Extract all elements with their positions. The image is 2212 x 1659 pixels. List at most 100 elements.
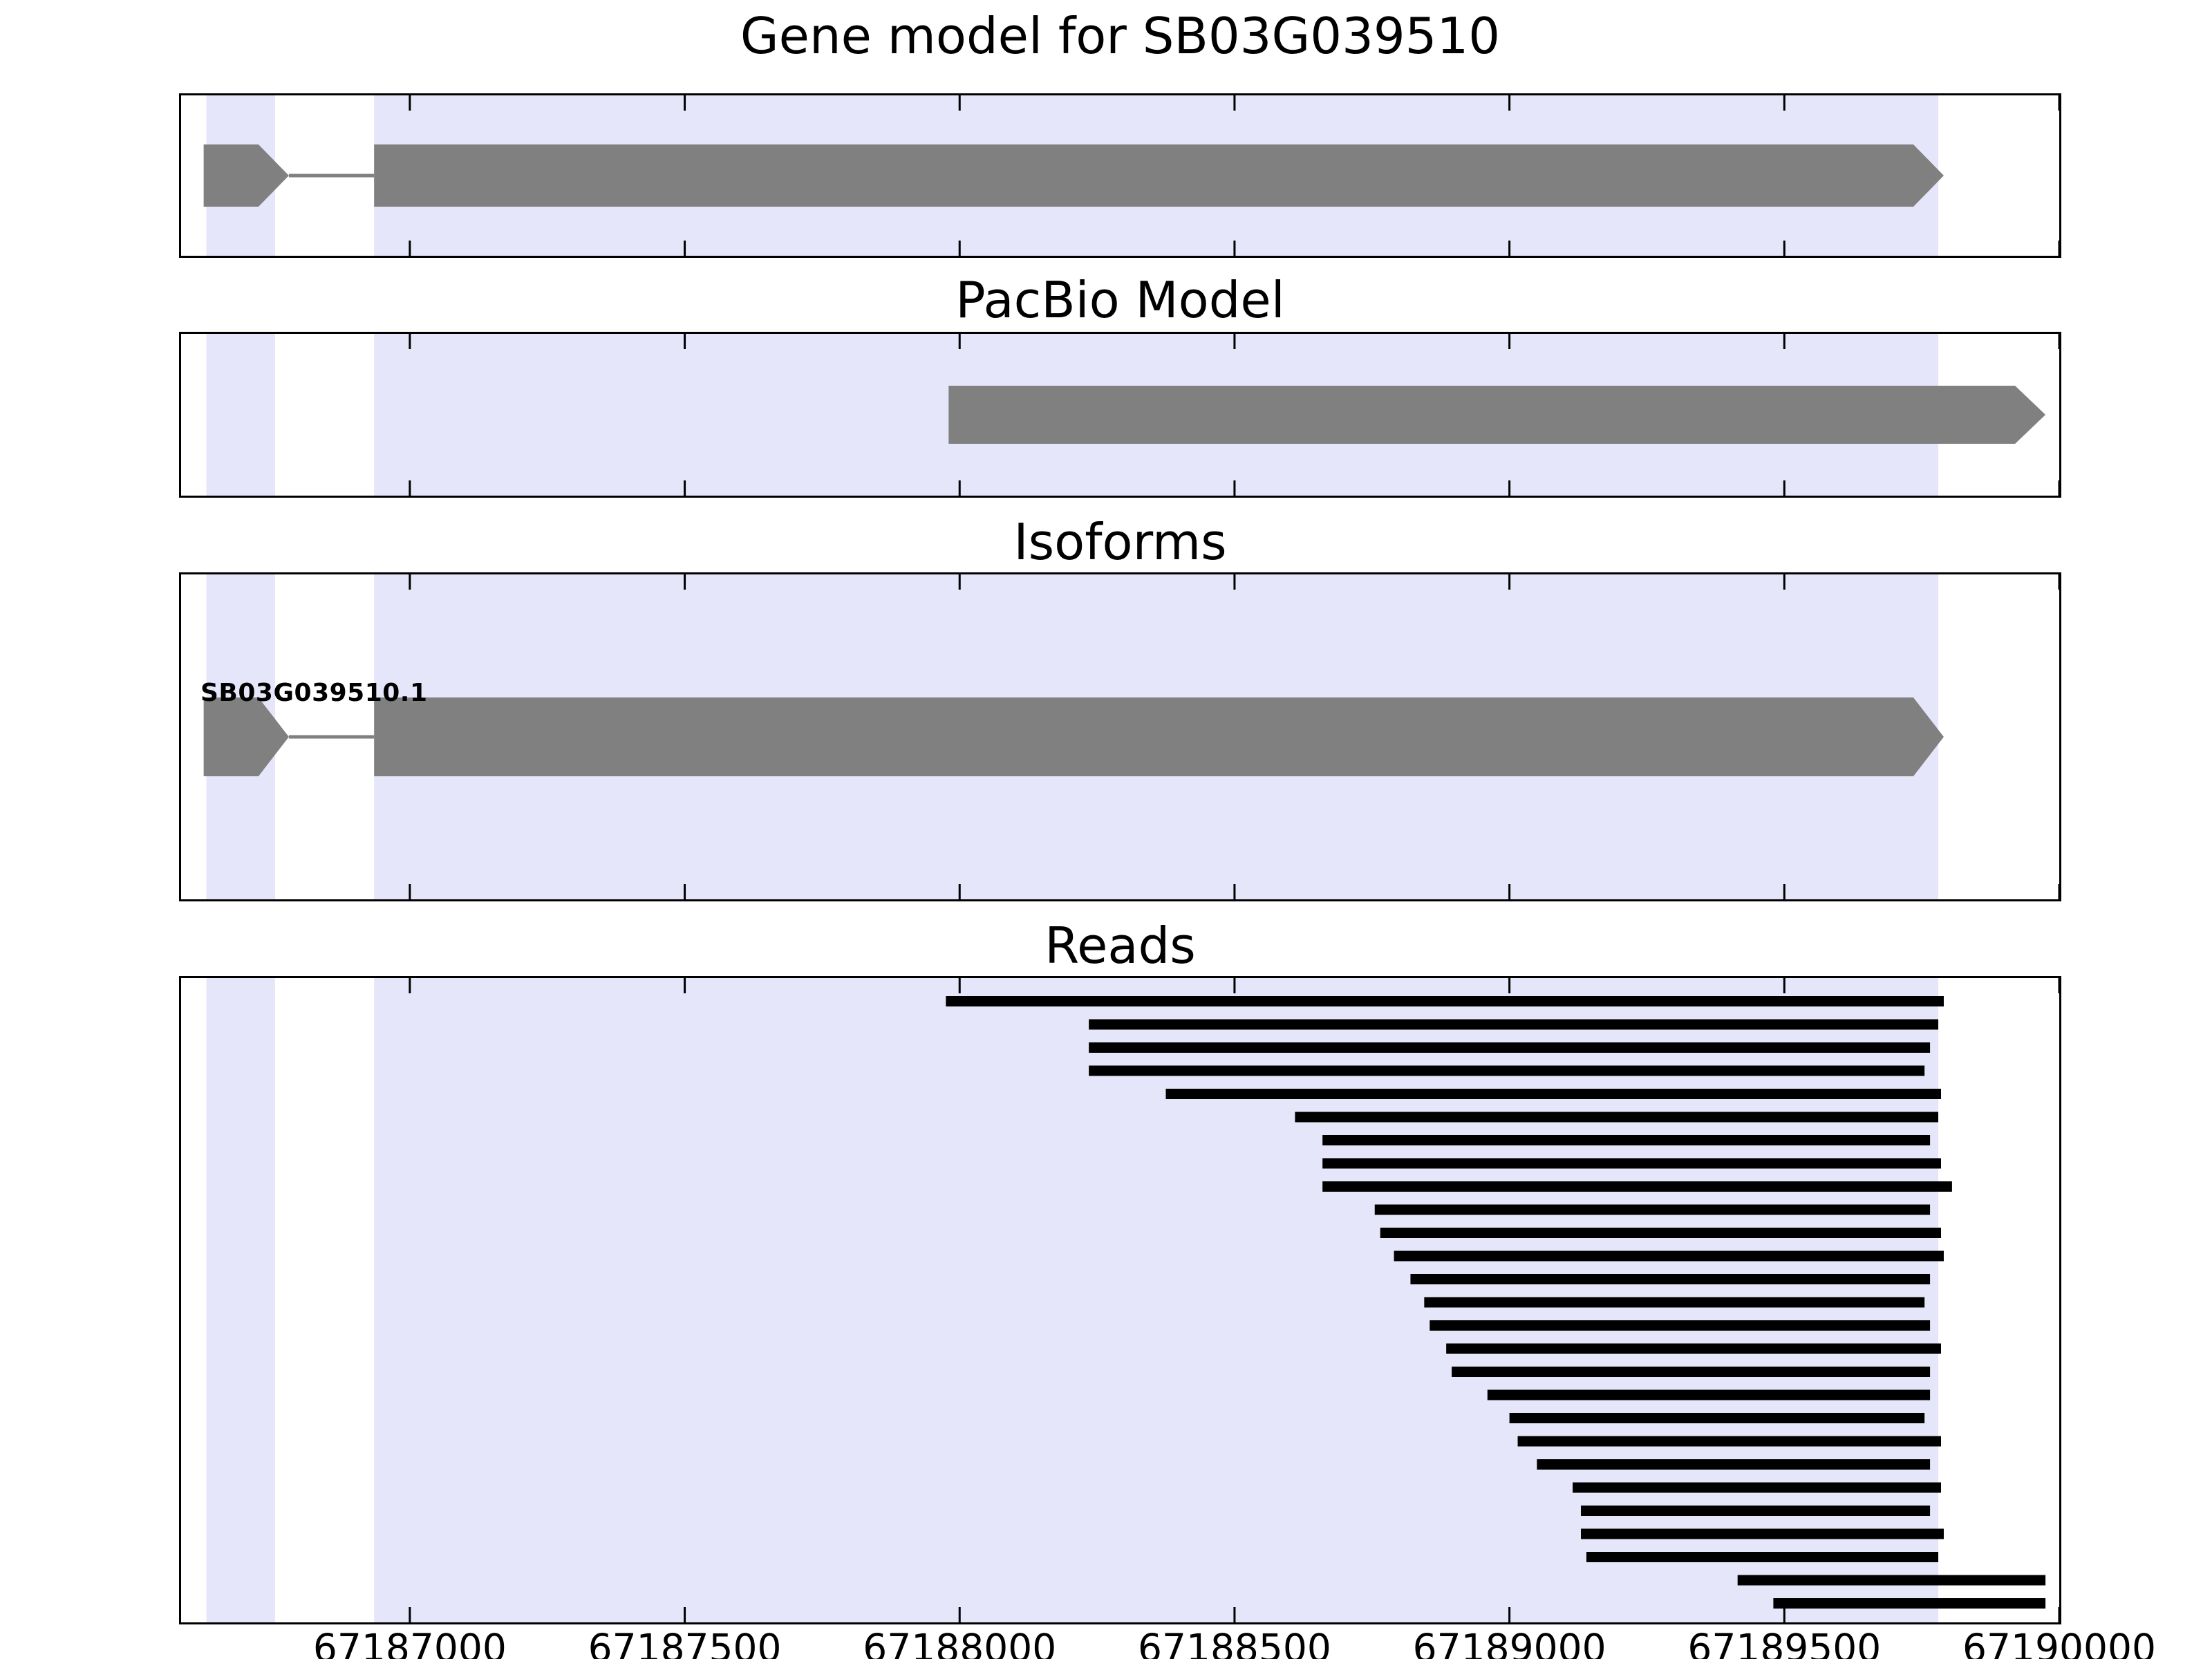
tick-mark — [1508, 884, 1511, 899]
x-tick-label: 67187500 — [588, 1626, 782, 1659]
tick-mark — [1783, 241, 1785, 256]
exon-arrow — [374, 697, 1944, 776]
tick-mark — [1508, 334, 1511, 349]
isoforms-panel — [179, 572, 2061, 901]
read-bar — [1089, 1065, 1925, 1076]
tick-mark — [1508, 1607, 1511, 1622]
reads-canvas — [206, 978, 2059, 1622]
tick-mark — [1233, 574, 1236, 590]
reads-panel — [179, 976, 2061, 1624]
pacbio-model-panel — [179, 332, 2061, 498]
tick-mark — [409, 241, 411, 256]
tick-mark — [684, 241, 686, 256]
tick-mark — [958, 95, 961, 111]
x-axis-tick-labels: 67187000 67187500 67188000 67188500 67189000… — [0, 1626, 2212, 1659]
read-bar — [1573, 1482, 1941, 1493]
read-bar — [1487, 1389, 1931, 1400]
read-bar — [1581, 1506, 1931, 1516]
tick-mark — [409, 574, 411, 590]
read-bar — [1295, 1112, 1939, 1123]
tick-mark — [1783, 1607, 1785, 1622]
read-bar — [1517, 1436, 1941, 1447]
tick-mark — [958, 574, 961, 590]
tick-mark — [1508, 574, 1511, 590]
tick-mark — [684, 1607, 686, 1622]
tick-mark — [2058, 95, 2059, 111]
highlight-region — [206, 334, 276, 496]
tick-mark — [958, 241, 961, 256]
exon-arrow — [948, 386, 2046, 444]
read-bar — [1165, 1089, 1941, 1099]
tick-mark — [1783, 978, 1785, 993]
x-tick-label: 67188500 — [1137, 1626, 1331, 1659]
tick-mark — [409, 978, 411, 993]
x-tick-label: 67188000 — [863, 1626, 1057, 1659]
tick-mark — [1233, 95, 1236, 111]
exon-arrow — [203, 697, 289, 776]
gene-model-canvas — [203, 95, 2059, 256]
exon-arrow — [374, 144, 1944, 207]
tick-mark — [2058, 241, 2059, 256]
x-tick-label: 67187000 — [312, 1626, 507, 1659]
isoforms-canvas — [203, 574, 2059, 899]
tick-mark — [2058, 1607, 2059, 1622]
tick-mark — [1783, 574, 1785, 590]
tick-mark — [684, 884, 686, 899]
pacbio-model-canvas — [206, 334, 2059, 496]
intron-line — [288, 174, 375, 178]
tick-mark — [1783, 480, 1785, 496]
tick-mark — [1233, 1607, 1236, 1622]
tick-mark — [409, 334, 411, 349]
read-bar — [1410, 1274, 1931, 1284]
read-bar — [1737, 1575, 2046, 1586]
tick-mark — [684, 480, 686, 496]
x-tick-label: 67189500 — [1687, 1626, 1882, 1659]
read-bar — [1424, 1297, 1925, 1308]
read-bar — [1322, 1181, 1952, 1192]
read-bar — [1452, 1367, 1931, 1377]
read-bar — [946, 996, 1944, 1006]
tick-mark — [1233, 884, 1236, 899]
read-bar — [1586, 1552, 1939, 1562]
tick-mark — [684, 334, 686, 349]
tick-mark — [2058, 978, 2059, 993]
gene-model-title: Gene model for SB03G039510 — [740, 7, 1501, 65]
isoform-name-label: SB03G039510.1 — [200, 679, 428, 707]
tick-mark — [958, 884, 961, 899]
tick-mark — [684, 574, 686, 590]
tick-mark — [2058, 334, 2059, 349]
tick-mark — [409, 480, 411, 496]
tick-mark — [1508, 978, 1511, 993]
read-bar — [1322, 1135, 1931, 1145]
tick-mark — [1783, 95, 1785, 111]
read-bar — [1581, 1528, 1944, 1539]
tick-mark — [409, 884, 411, 899]
gene-model-panel — [179, 93, 2061, 258]
tick-mark — [1233, 241, 1236, 256]
tick-mark — [2058, 884, 2059, 899]
tick-mark — [1508, 480, 1511, 496]
tick-mark — [684, 978, 686, 993]
read-bar — [1089, 1019, 1939, 1030]
read-bar — [1374, 1204, 1931, 1215]
tick-mark — [409, 95, 411, 111]
tick-mark — [1233, 480, 1236, 496]
tick-mark — [958, 480, 961, 496]
read-bar — [1446, 1343, 1941, 1354]
highlight-region — [206, 978, 276, 1622]
pacbio-model-title: PacBio Model — [955, 271, 1285, 329]
tick-mark — [1783, 334, 1785, 349]
read-bar — [1430, 1320, 1931, 1331]
x-tick-label: 67189000 — [1412, 1626, 1606, 1659]
exon-arrow — [203, 144, 289, 207]
tick-mark — [958, 1607, 961, 1622]
read-bar — [1394, 1250, 1944, 1262]
tick-mark — [958, 978, 961, 993]
read-bar — [1380, 1228, 1941, 1238]
read-bar — [1089, 1042, 1931, 1053]
read-bar — [1509, 1413, 1925, 1423]
tick-mark — [2058, 480, 2059, 496]
read-bar — [1773, 1598, 2046, 1609]
tick-mark — [2058, 574, 2059, 590]
